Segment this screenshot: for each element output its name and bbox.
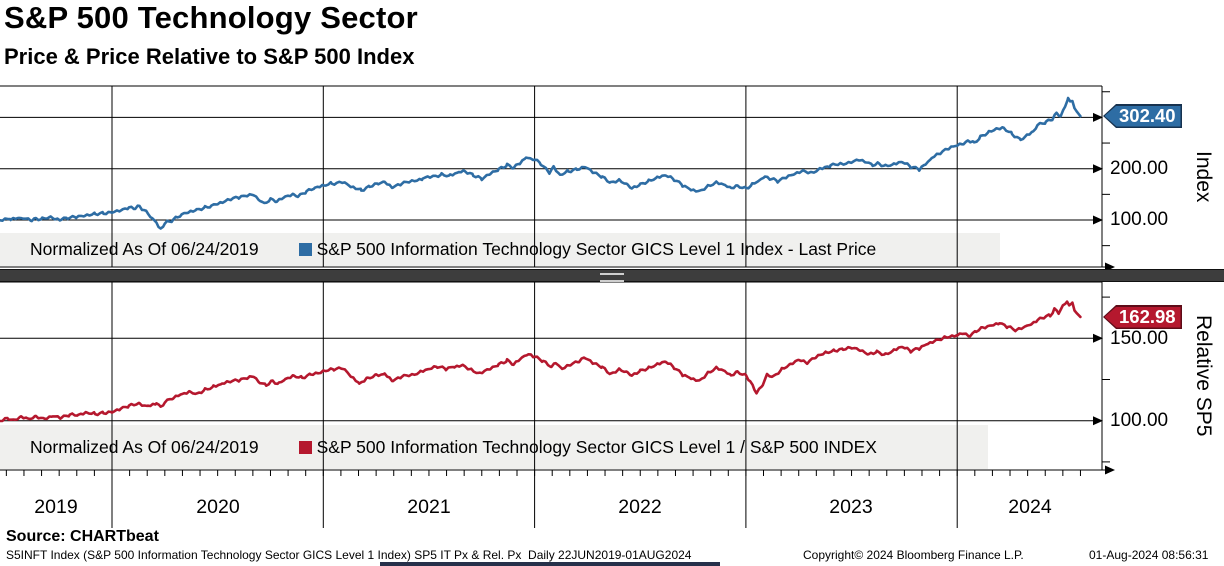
relative-plot-area[interactable] bbox=[0, 282, 1102, 470]
relative-series-swatch-icon bbox=[298, 440, 312, 454]
x-label-2021: 2021 bbox=[407, 496, 451, 518]
x-label-2024: 2024 bbox=[1008, 496, 1052, 518]
relative-tick-150: 150.00 bbox=[1110, 328, 1169, 349]
bottom-edge-artifact bbox=[380, 562, 720, 566]
footer-description: S5INFT Index (S&P 500 Information Techno… bbox=[6, 548, 692, 562]
legend-price-series: S&P 500 Information Technology Sector GI… bbox=[316, 239, 877, 259]
legend-price: Normalized As Of 06/24/2019 S&P 500 Info… bbox=[0, 233, 1000, 266]
price-tick-100: 100.00 bbox=[1110, 209, 1169, 230]
x-label-2019: 2019 bbox=[34, 496, 78, 518]
x-label-2020: 2020 bbox=[196, 496, 240, 518]
legend-relative: Normalized As Of 06/24/2019 S&P 500 Info… bbox=[0, 425, 988, 469]
price-last-value-flag: 302.40 bbox=[1103, 104, 1182, 128]
price-axis-title: Index bbox=[1192, 150, 1215, 203]
panel-divider-grip-icon[interactable] bbox=[600, 273, 624, 282]
footer-timestamp: 01-Aug-2024 08:56:31 bbox=[1089, 548, 1209, 562]
legend-relative-series: S&P 500 Information Technology Sector GI… bbox=[316, 436, 877, 457]
page-subtitle: Price & Price Relative to S&P 500 Index bbox=[4, 44, 415, 69]
price-tick-200: 200.00 bbox=[1110, 158, 1169, 179]
relative-tick-100: 100.00 bbox=[1110, 410, 1169, 431]
relative-last-value-flag: 162.98 bbox=[1103, 305, 1182, 329]
legend-price-normalized: Normalized As Of 06/24/2019 bbox=[30, 239, 259, 259]
page-title: S&P 500 Technology Sector bbox=[4, 0, 418, 35]
price-plot-area[interactable] bbox=[0, 86, 1102, 267]
price-series-swatch-icon bbox=[298, 243, 312, 256]
source-label: Source: CHARTbeat bbox=[6, 528, 159, 545]
relative-axis-title: Relative SP5 bbox=[1192, 315, 1215, 437]
footer-copyright: Copyright© 2024 Bloomberg Finance L.P. bbox=[803, 548, 1024, 562]
x-label-2022: 2022 bbox=[618, 496, 662, 518]
x-label-2023: 2023 bbox=[829, 496, 873, 518]
legend-relative-normalized: Normalized As Of 06/24/2019 bbox=[30, 436, 259, 457]
